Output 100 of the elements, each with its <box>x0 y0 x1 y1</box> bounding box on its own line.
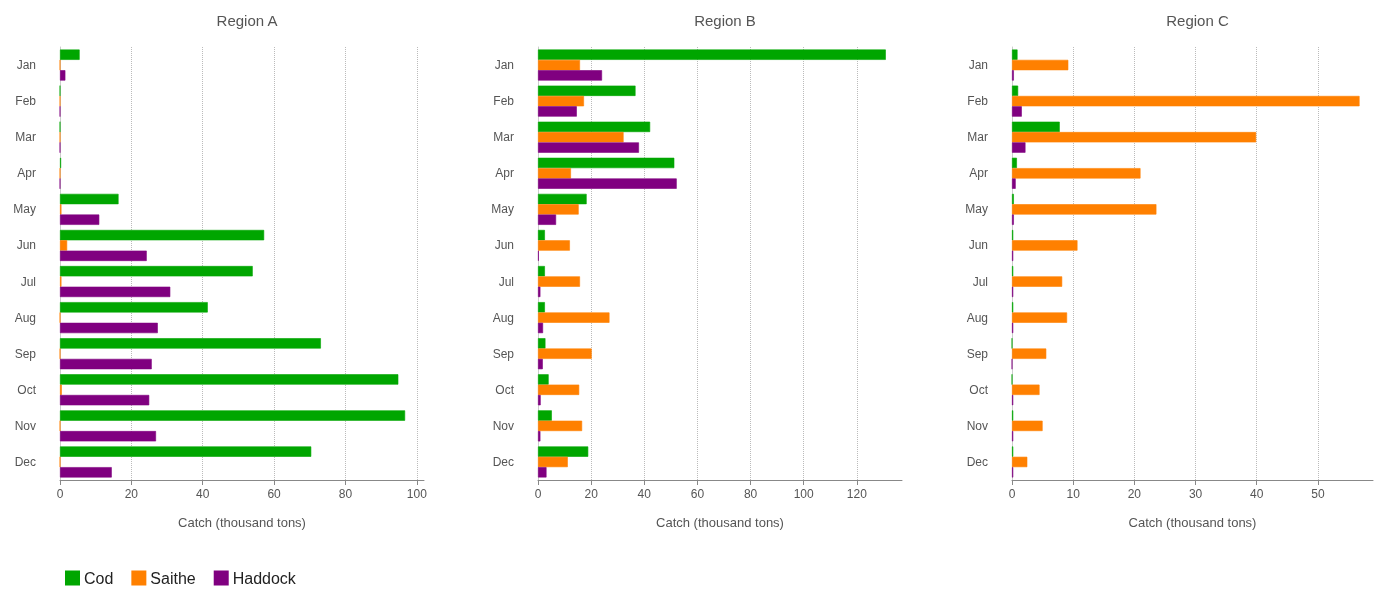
bar <box>538 59 580 71</box>
bar <box>1012 106 1022 117</box>
legend-label: Haddock <box>232 569 297 587</box>
bar <box>538 302 545 313</box>
bar <box>538 312 610 323</box>
bar <box>60 394 150 406</box>
bar <box>538 410 552 421</box>
bar <box>60 240 68 251</box>
x-tick-label: 20 <box>124 487 139 501</box>
bar <box>1012 49 1018 60</box>
x-tick-label: 20 <box>1127 487 1142 501</box>
bar <box>60 70 66 81</box>
bar <box>60 410 406 421</box>
bar <box>60 431 156 442</box>
bar <box>1012 121 1060 133</box>
bar <box>538 168 571 179</box>
x-tick-label: 20 <box>584 487 599 501</box>
y-tick-label: Dec <box>14 454 36 469</box>
legend-label: Saithe <box>150 569 196 587</box>
y-tick-label: Sep <box>966 346 989 361</box>
x-tick-label: 100 <box>793 487 815 501</box>
bar <box>1012 420 1043 432</box>
x-tick-label: 40 <box>196 487 210 501</box>
chart-title: Region C <box>1166 12 1229 29</box>
x-tick-label: 0 <box>534 487 542 501</box>
chart-title: Region A <box>216 12 278 29</box>
legend-label: Cod <box>84 569 114 587</box>
y-tick-label: Apr <box>969 166 988 181</box>
bar <box>1012 276 1063 287</box>
bar <box>538 467 547 478</box>
bar <box>60 358 152 370</box>
bar <box>538 456 568 468</box>
y-tick-label: Aug <box>14 310 36 325</box>
x-tick-label: 40 <box>1250 487 1264 501</box>
y-tick-label: Oct <box>969 382 989 397</box>
bar <box>1012 178 1016 189</box>
bar <box>60 302 208 313</box>
x-tick-label: 120 <box>846 487 868 501</box>
x-tick-label: 80 <box>338 487 353 501</box>
bar <box>538 384 580 395</box>
bar <box>60 250 147 261</box>
y-tick-label: Jul <box>972 274 988 289</box>
bar <box>538 338 546 349</box>
bar <box>538 121 651 133</box>
bar <box>1012 456 1028 468</box>
y-tick-label: Dec <box>966 454 988 469</box>
bar <box>1012 204 1157 215</box>
bar <box>1012 312 1068 323</box>
bar <box>1012 348 1047 359</box>
y-tick-label: Jan <box>494 58 514 73</box>
bar <box>1012 142 1026 153</box>
bar <box>60 49 80 60</box>
y-tick-label: Feb <box>493 94 515 109</box>
x-tick-label: 60 <box>690 487 705 501</box>
y-tick-label: Sep <box>14 346 37 361</box>
bar <box>538 193 587 205</box>
y-tick-label: Jul <box>20 274 36 289</box>
y-tick-label: Jun <box>16 238 36 253</box>
x-tick-label: 100 <box>406 487 428 501</box>
bar <box>60 374 399 385</box>
y-tick-label: Nov <box>14 418 36 433</box>
y-tick-label: Jun <box>968 238 988 253</box>
bar <box>538 132 624 143</box>
y-tick-label: Jan <box>968 58 988 73</box>
bar <box>538 394 541 406</box>
bar <box>538 420 583 432</box>
bar <box>538 276 580 287</box>
bar <box>538 106 577 117</box>
x-tick-label: 10 <box>1066 487 1081 501</box>
y-tick-label: Mar <box>493 130 514 145</box>
chart-title: Region B <box>694 12 756 29</box>
bar <box>1012 132 1257 143</box>
y-tick-label: May <box>491 202 514 217</box>
y-tick-label: Jun <box>494 238 514 253</box>
y-tick-label: Feb <box>967 94 989 109</box>
y-tick-label: May <box>965 202 988 217</box>
bar <box>538 322 544 334</box>
bar <box>538 348 592 359</box>
bar <box>538 446 589 457</box>
x-axis-title: Catch (thousand tons) <box>178 515 306 530</box>
y-tick-label: Nov <box>492 418 514 433</box>
bar <box>1012 95 1360 107</box>
bar <box>538 240 570 251</box>
x-tick-label: 40 <box>637 487 652 501</box>
bar <box>60 229 265 241</box>
bar <box>60 193 119 205</box>
bar <box>60 266 253 277</box>
y-tick-label: Mar <box>15 130 36 145</box>
bar <box>538 266 545 277</box>
bar <box>538 70 603 81</box>
y-tick-label: Aug <box>966 310 988 325</box>
x-tick-label: 0 <box>1008 487 1016 501</box>
bar <box>60 322 158 334</box>
bar <box>1012 240 1078 251</box>
y-tick-label: Nov <box>966 418 988 433</box>
y-tick-label: May <box>13 202 36 217</box>
bar <box>60 214 100 225</box>
x-tick-label: 0 <box>56 487 64 501</box>
y-tick-label: Oct <box>495 382 515 397</box>
bar <box>538 229 545 241</box>
